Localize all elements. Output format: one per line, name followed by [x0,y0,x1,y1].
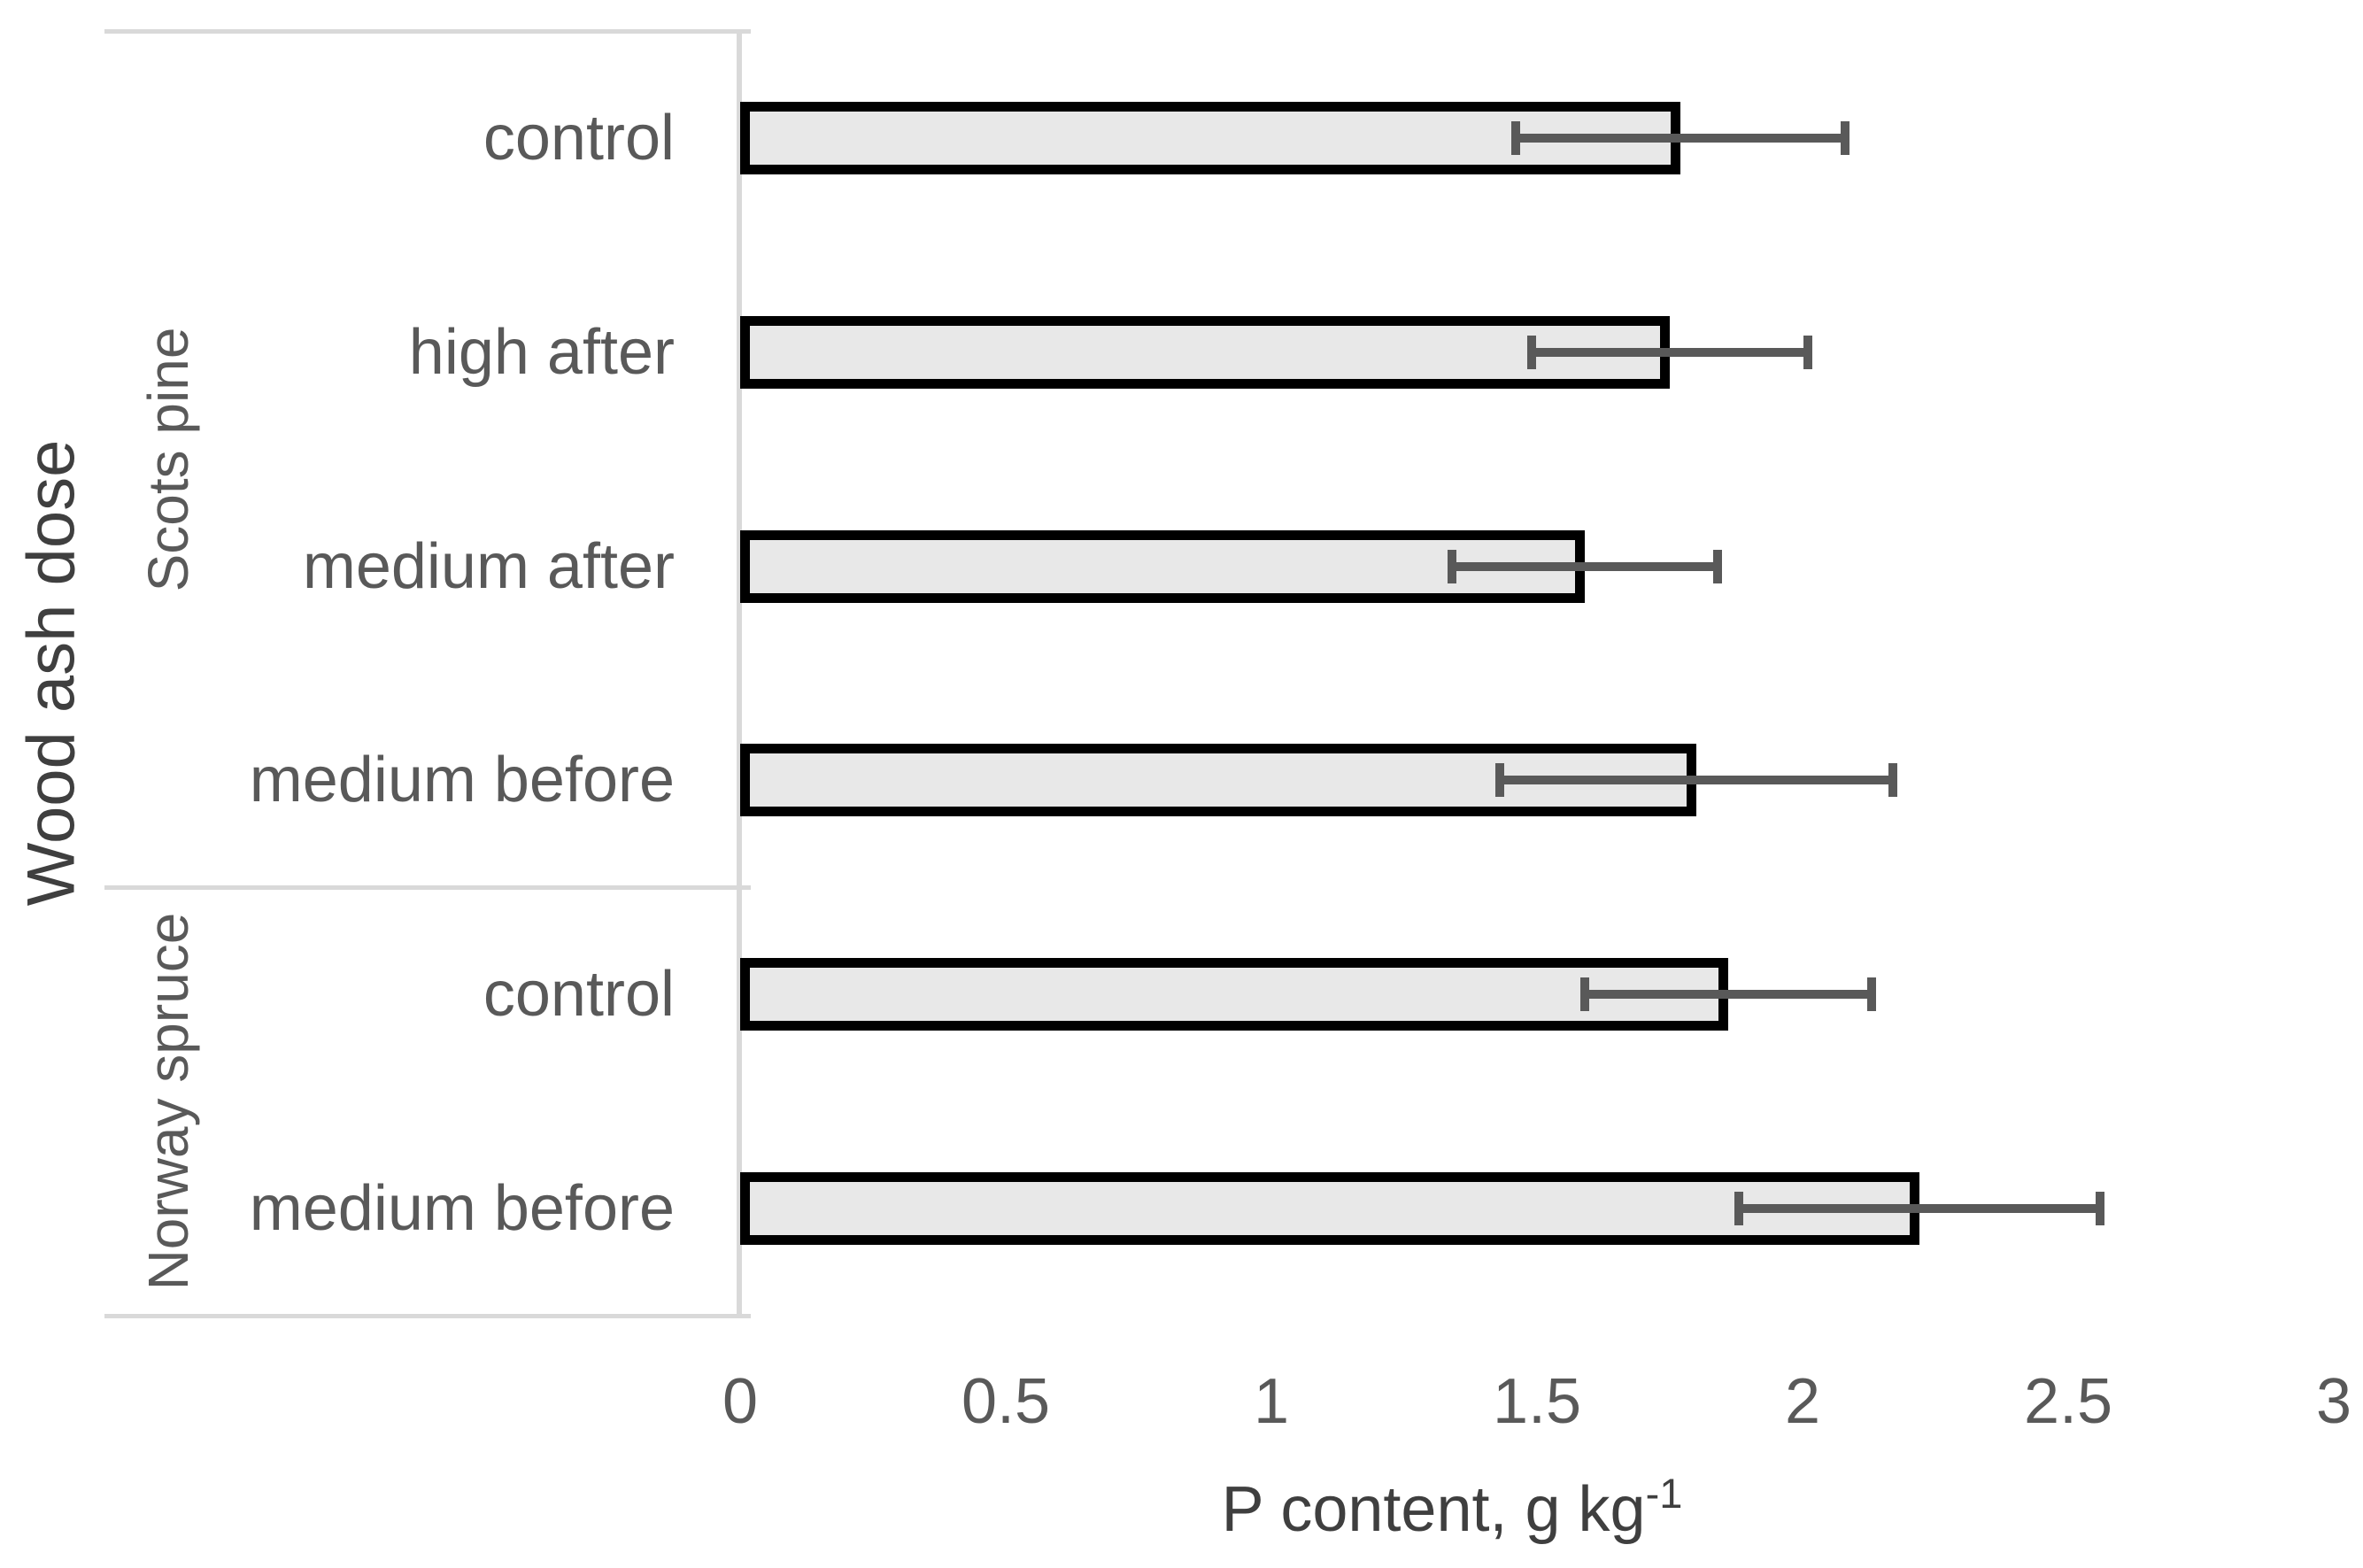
x-tick-label: 3 [2315,1366,2352,1437]
error-bar-left-cap [1448,549,1456,583]
error-bar-right-cap [2096,1192,2104,1226]
x-tick-label: 1.5 [1492,1366,1582,1437]
category-label: high after [408,316,675,388]
group-label: Scots pine [136,327,200,592]
group-separator-line [104,884,751,890]
category-label: medium before [249,745,675,816]
x-tick-label: 1 [1253,1366,1290,1437]
error-bar-left-cap [1495,763,1504,798]
x-axis-title-text: P content, g kg [1221,1474,1646,1545]
error-bar-right-cap [1713,549,1722,583]
x-tick-label: 2 [1784,1366,1821,1437]
x-tick-label: 0 [722,1366,759,1437]
x-axis-title-superscript: -1 [1645,1470,1683,1517]
error-bar-left-cap [1580,977,1589,1012]
category-label: control [483,102,675,174]
category-label: medium before [249,1173,675,1245]
error-bar-line [1739,1204,2100,1214]
error-bar-left-cap [1527,335,1536,369]
error-bar-right-cap [1867,977,1876,1012]
category-label: medium after [302,530,675,602]
error-bar-right-cap [1888,763,1897,798]
error-bar-line [1500,776,1893,785]
category-area-bottom-border [104,1313,751,1318]
error-bar-line [1452,561,1718,571]
y-axis-title: Wood ash dose [13,439,89,907]
category-axis-line [737,28,742,1318]
error-bar-line [1516,133,1845,143]
x-axis-title: P content, g kg-1 [1222,1465,1683,1561]
category-label: control [483,959,675,1031]
error-bar-line [1585,990,1872,1000]
bar [740,958,1728,1031]
category-area-top-border [104,28,751,34]
error-bar-right-cap [1803,335,1812,369]
x-tick-label: 2.5 [2023,1366,2113,1437]
bar [740,1172,1919,1246]
error-bar-left-cap [1734,1192,1743,1226]
x-tick-label: 0.5 [961,1366,1051,1437]
error-bar-line [1532,347,1808,357]
error-bar-left-cap [1511,120,1520,155]
error-bar-right-cap [1841,120,1849,155]
bar [740,529,1585,603]
group-label: Norway spruce [136,912,200,1291]
